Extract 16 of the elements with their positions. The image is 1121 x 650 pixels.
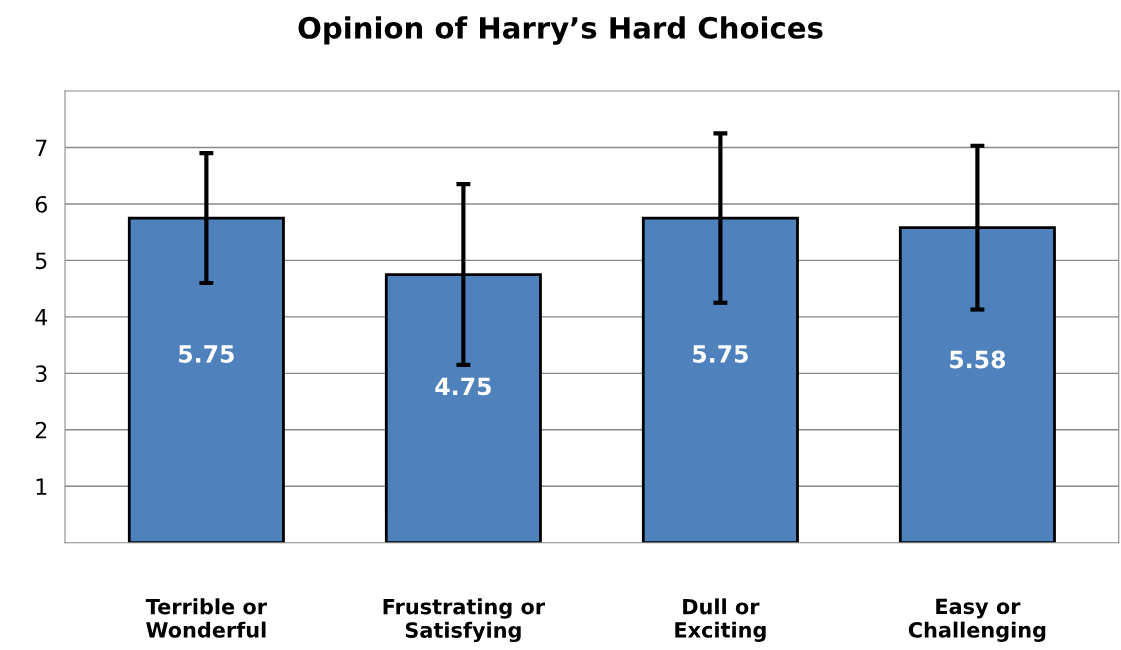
y-tick-label: 6 [35,195,47,213]
x-tick-label: Terrible or Wonderful [145,598,267,638]
data-label: 5.58 [950,350,1006,369]
data-label: 5.75 [179,345,234,363]
y-tick-label: 2 [35,421,47,439]
data-label: 4.75 [435,377,491,396]
x-tick-label: Frustrating or Satisfying [383,598,546,643]
x-tick-label: Dull or Exciting [675,598,766,642]
y-tick-label: 1 [36,478,47,495]
chart-title: Opinion of Harry’s Hard Choices [298,16,823,45]
y-tick-label: 4 [35,309,48,326]
y-tick-label: 5 [35,252,47,270]
y-tick-label: 7 [36,139,47,156]
x-tick-label: Easy or Challenging [908,598,1046,642]
data-label: 5.75 [693,345,748,363]
y-tick-label: 3 [35,365,47,383]
